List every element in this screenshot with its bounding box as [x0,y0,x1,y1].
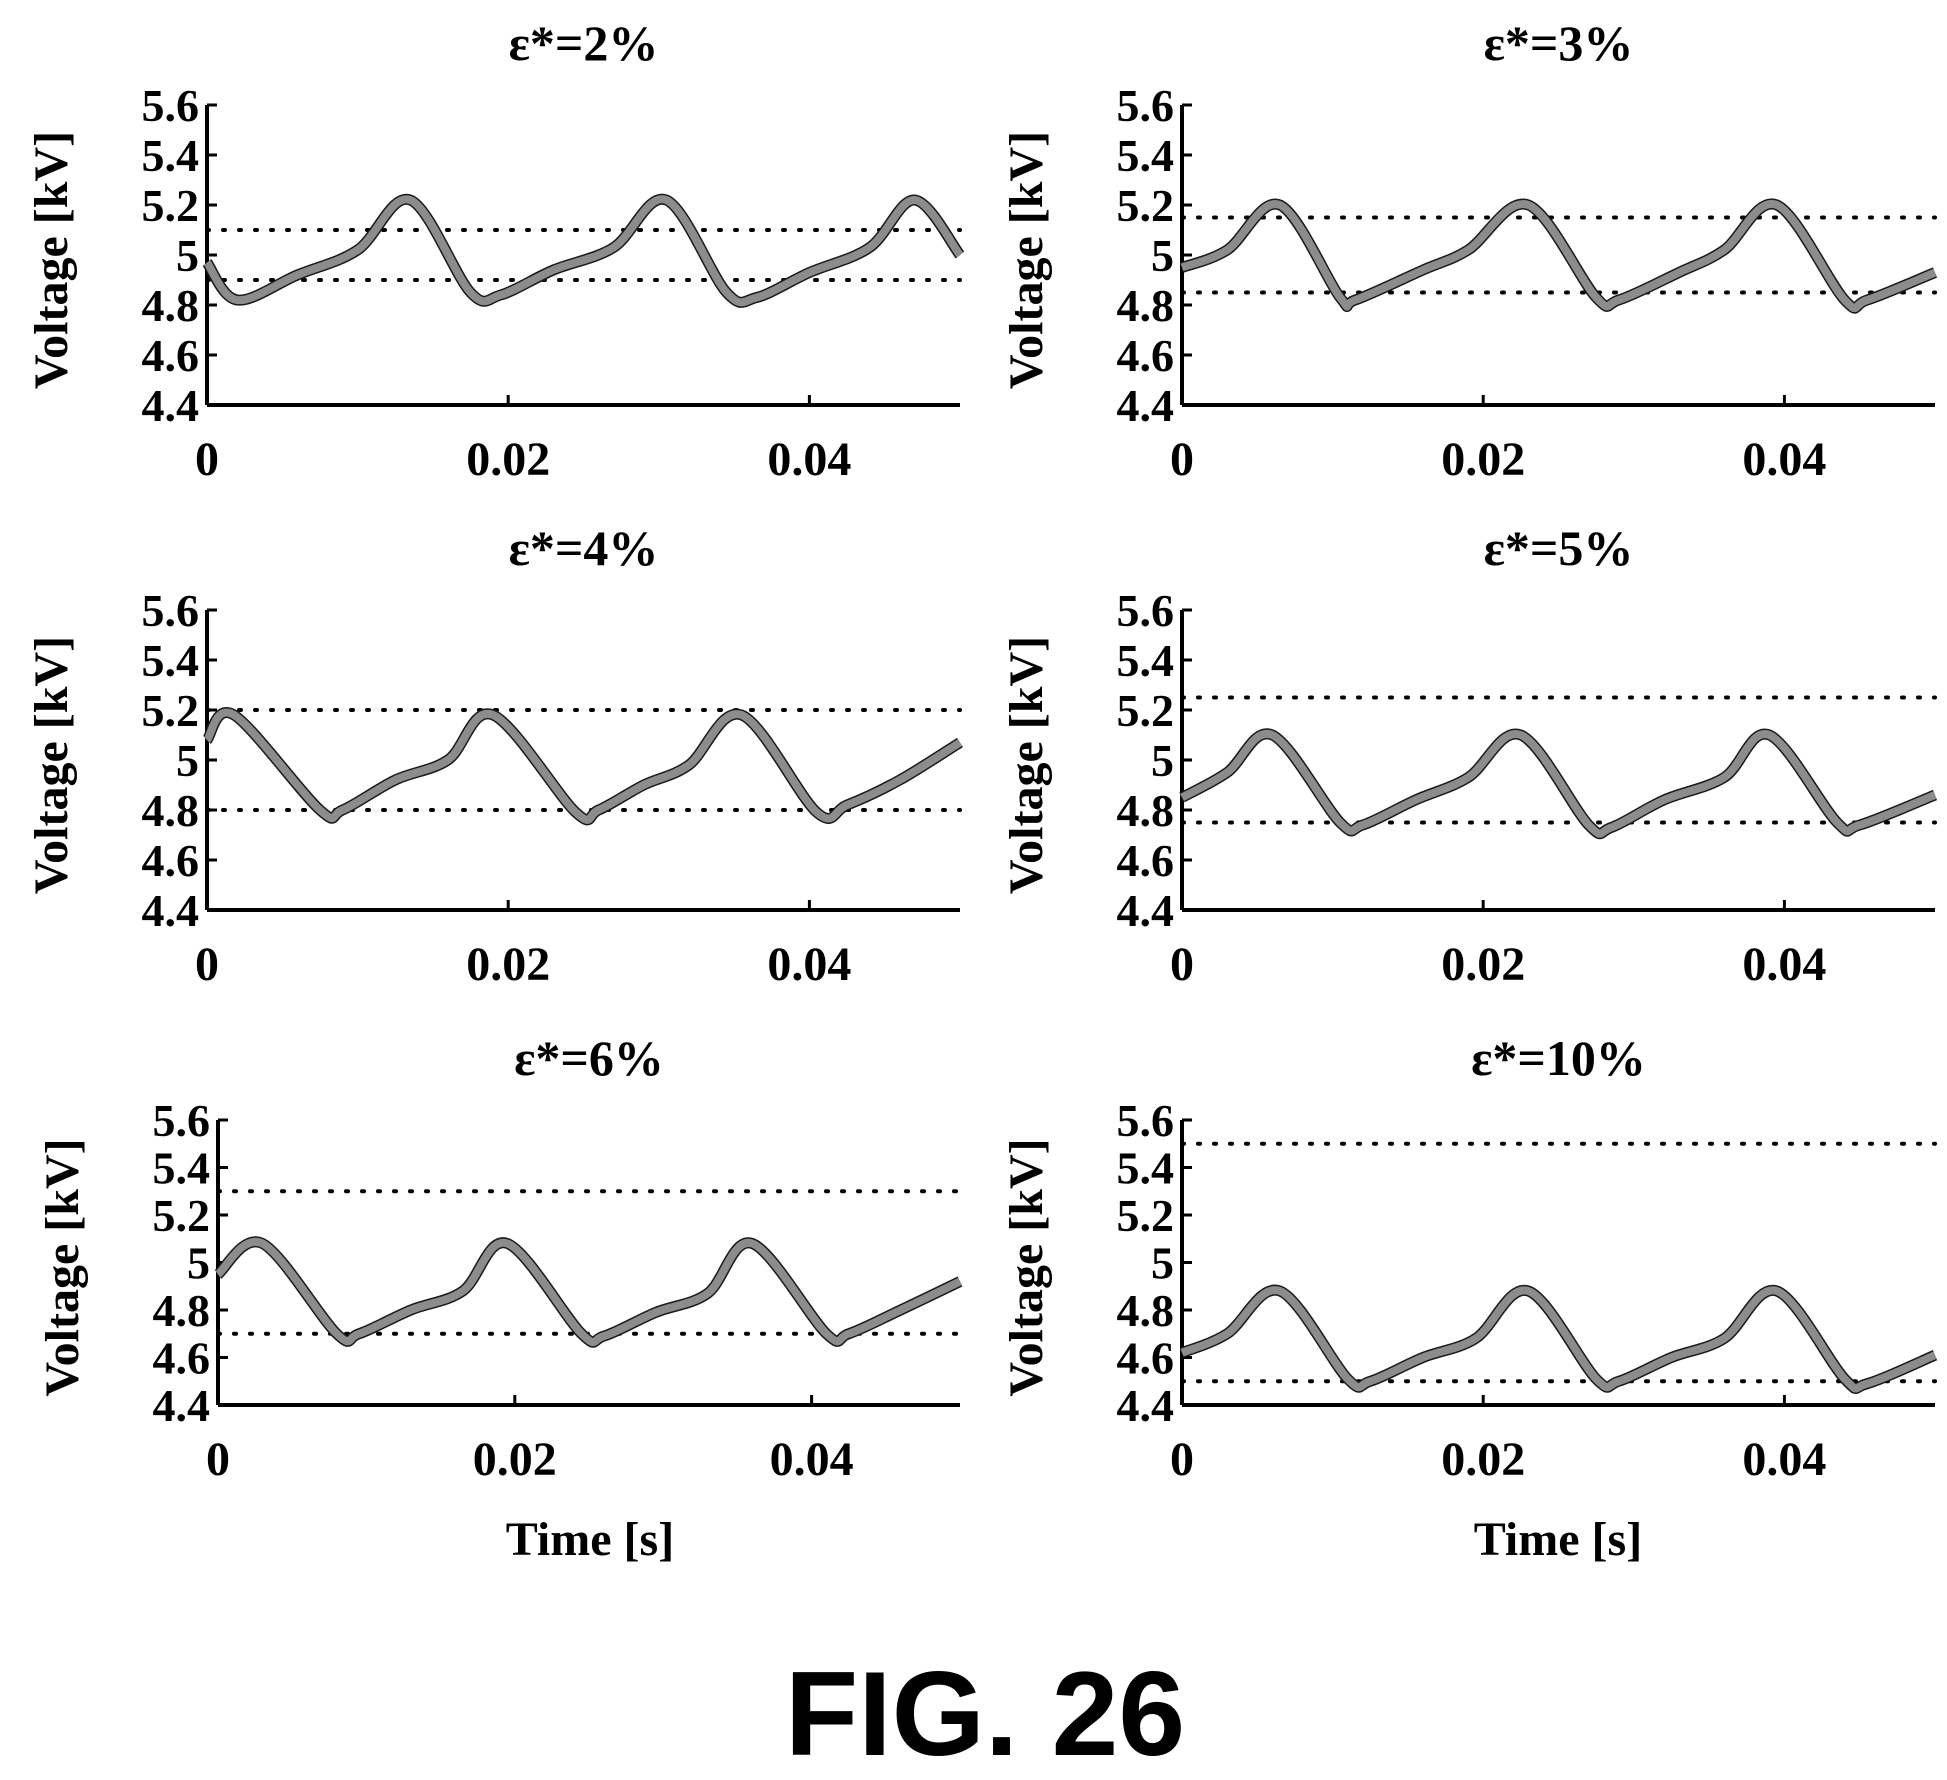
series-line [215,1237,962,1347]
chart-panel: ε*=5% Voltage [kV] 4.44.64.855.25.45.6 0 0.0… [1000,520,1938,991]
panel-title: ε*=4% [509,520,659,576]
chart-panel: ε*=4% Voltage [kV] 4.44.64.855.25.45.6 0 0.0… [25,520,963,991]
x-tick-label: 0.04 [1742,1433,1826,1486]
y-tick-label: 4.4 [153,1380,211,1431]
y-tick-label: 5.4 [153,1143,211,1194]
y-tick-label: 5 [1151,1238,1174,1289]
y-tick-label: 5 [187,1238,210,1289]
y-tick-label: 4.6 [1117,835,1175,886]
y-tick-label: 5.2 [1117,1190,1175,1241]
x-axis-label-left: Time [s] [506,1513,674,1566]
y-tick-label: 4.6 [1117,330,1175,381]
x-axis-label-right: Time [s] [1474,1513,1642,1566]
x-tick-label: 0.04 [770,1433,854,1486]
y-axis-label: Voltage [kV] [25,636,78,894]
x-tick-label: 0 [1170,1433,1194,1486]
y-tick-label: 5.4 [1117,130,1175,181]
y-tick-label: 5.6 [153,1095,211,1146]
x-tick-label: 0.02 [1441,1433,1525,1486]
y-tick-label: 5.4 [142,635,200,686]
y-axis-label: Voltage [kV] [1000,131,1053,389]
y-tick-label: 4.4 [142,380,200,431]
series-line [203,195,964,307]
y-tick-label: 5.2 [1117,180,1175,231]
series-line [1180,1286,1937,1393]
y-tick-label: 5.4 [1117,635,1175,686]
x-tick-label: 0 [206,1433,230,1486]
y-tick-label: 4.8 [1117,1285,1175,1336]
panel-title: ε*=3% [1484,15,1634,71]
y-tick-label: 5.2 [153,1190,211,1241]
y-tick-label: 4.8 [1117,785,1175,836]
y-axis-label: Voltage [kV] [25,131,78,389]
y-axis-label: Voltage [kV] [1000,1138,1053,1396]
y-tick-label: 4.8 [142,785,200,836]
y-tick-label: 5.6 [1117,585,1175,636]
series-line [1180,199,1937,313]
y-tick-label: 5.6 [142,585,200,636]
y-tick-label: 5.6 [1117,1095,1175,1146]
x-tick-label: 0.04 [1742,433,1826,486]
x-tick-label: 0 [1170,433,1194,486]
chart-panels: ε*=2%Voltage [kV]4.44.64.855.25.45.60 0.0… [25,15,1938,1486]
y-tick-label: 4.4 [142,885,200,936]
x-tick-label: 0 [195,938,219,991]
series-line-shadow [202,193,965,308]
x-tick-label: 0.02 [466,433,550,486]
x-tick-label: 0 [1170,938,1194,991]
x-tick-label: 0.04 [767,433,851,486]
y-tick-label: 5.6 [142,80,200,131]
y-tick-label: 5.2 [1117,685,1175,736]
x-tick-label: 0.02 [1441,938,1525,991]
x-tick-label: 0.02 [1441,433,1525,486]
y-tick-label: 4.4 [1117,885,1175,936]
y-tick-label: 4.6 [153,1333,211,1384]
y-tick-label: 4.6 [1117,1333,1175,1384]
y-tick-label: 5.4 [1117,1143,1175,1194]
y-tick-label: 4.8 [1117,280,1175,331]
y-tick-label: 5.2 [142,685,200,736]
x-tick-label: 0.04 [1742,938,1826,991]
chart-panel: ε*=6% Voltage [kV] 4.44.64.855.25.45.6 0 0.0… [36,1030,963,1486]
y-tick-label: 4.8 [142,280,200,331]
x-tick-label: 0.04 [767,938,851,991]
y-axis-label: Voltage [kV] [1000,636,1053,894]
y-tick-label: 5.6 [1117,80,1175,131]
y-tick-label: 5 [176,230,199,281]
y-tick-label: 4.4 [1117,1380,1175,1431]
panel-title: ε*=5% [1484,520,1634,576]
panel-title: ε*=2% [509,15,659,71]
chart-panel: ε*=3% Voltage [kV] 4.44.64.855.25.45.6 0 0.0… [1000,15,1938,486]
y-tick-label: 5 [1151,735,1174,786]
y-tick-label: 5 [1151,230,1174,281]
panel-title: ε*=10% [1471,1030,1646,1086]
chart-panel: ε*=2% Voltage [kV] 4.44.64.855.25.45.6 0 0.0… [25,15,965,486]
panel-title: ε*=6% [514,1030,664,1086]
y-tick-label: 5.4 [142,130,200,181]
series-line [203,708,963,824]
y-tick-label: 4.6 [142,835,200,886]
y-tick-label: 4.4 [1117,380,1175,431]
x-tick-label: 0.02 [473,1433,557,1486]
y-tick-label: 4.8 [153,1285,211,1336]
series-line [1180,729,1937,838]
y-tick-label: 5.2 [142,180,200,231]
x-tick-label: 0 [195,433,219,486]
y-tick-label: 5 [176,735,199,786]
figure-caption: FIG. 26 [785,1647,1185,1780]
y-axis-label: Voltage [kV] [36,1138,89,1396]
chart-panel: ε*=10% Voltage [kV] 4.44.64.855.25.45.6 0 0.… [1000,1030,1938,1486]
y-tick-label: 4.6 [142,330,200,381]
x-tick-label: 0.02 [466,938,550,991]
